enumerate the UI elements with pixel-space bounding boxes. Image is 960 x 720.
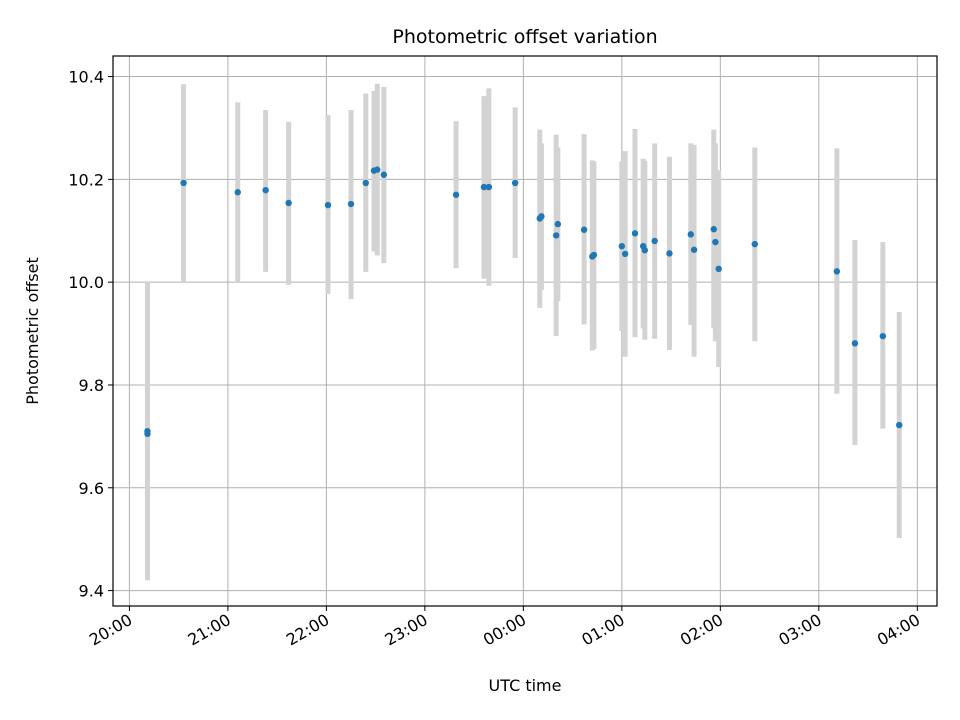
data-point bbox=[712, 238, 719, 246]
data-point bbox=[452, 191, 460, 198]
data-point bbox=[347, 200, 355, 208]
data-point bbox=[485, 183, 493, 191]
data-point bbox=[552, 232, 560, 239]
data-point bbox=[715, 265, 722, 273]
y-tick-label: 9.4 bbox=[79, 582, 104, 601]
data-point bbox=[631, 230, 639, 237]
data-point bbox=[554, 220, 562, 228]
data-point bbox=[833, 268, 841, 275]
data-points bbox=[144, 166, 903, 438]
x-axis-label: UTC time bbox=[489, 676, 562, 695]
data-point bbox=[641, 247, 649, 254]
data-point bbox=[380, 171, 388, 178]
data-point bbox=[144, 428, 151, 435]
data-point bbox=[751, 240, 759, 248]
y-tick-label: 10.2 bbox=[68, 170, 104, 189]
data-point bbox=[285, 199, 292, 207]
data-point bbox=[879, 332, 887, 340]
data-point bbox=[580, 226, 588, 233]
data-point bbox=[651, 237, 658, 245]
data-point bbox=[896, 421, 903, 429]
data-point bbox=[710, 226, 717, 233]
data-point bbox=[511, 179, 519, 187]
data-point bbox=[180, 179, 187, 187]
y-tick-label: 9.8 bbox=[79, 376, 104, 395]
data-point bbox=[480, 183, 488, 191]
data-point bbox=[590, 251, 598, 259]
data-point bbox=[621, 250, 629, 258]
y-tick-label: 10.4 bbox=[68, 68, 104, 87]
y-axis-label: Photometric offset bbox=[23, 257, 42, 405]
data-point bbox=[362, 179, 369, 187]
data-point bbox=[374, 166, 381, 173]
chart-title: Photometric offset variation bbox=[392, 26, 657, 48]
data-point bbox=[324, 201, 332, 209]
data-point bbox=[687, 231, 694, 238]
data-point bbox=[234, 189, 241, 196]
plot-area-frame bbox=[112, 55, 938, 607]
data-point bbox=[851, 340, 859, 347]
data-point bbox=[538, 213, 545, 220]
y-tick-label: 9.6 bbox=[79, 479, 104, 498]
data-point bbox=[666, 250, 673, 257]
y-tick-label: 10.0 bbox=[68, 273, 104, 292]
data-point bbox=[262, 186, 269, 194]
data-point bbox=[618, 242, 626, 250]
data-point bbox=[690, 246, 698, 253]
y-axis-ticks: 9.4 9.6 9.8 10.0 10.2 10.4 bbox=[68, 68, 113, 601]
